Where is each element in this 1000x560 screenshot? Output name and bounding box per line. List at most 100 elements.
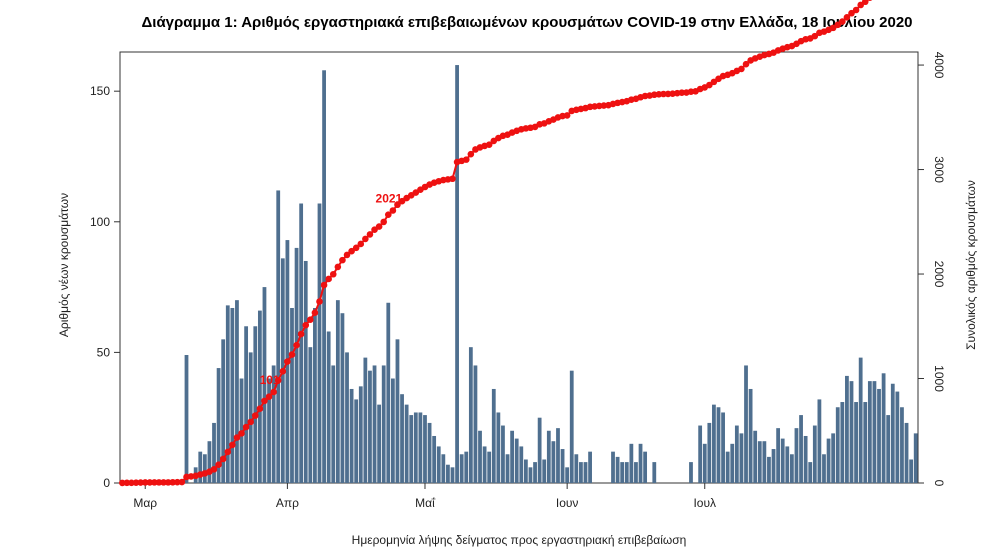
bars-group	[184, 65, 918, 483]
cumulative-point	[251, 412, 259, 419]
bar	[345, 352, 349, 483]
bar	[510, 430, 515, 483]
cumulative-point	[738, 65, 745, 73]
cumulative-point	[485, 141, 493, 148]
bar	[455, 65, 459, 483]
bar	[579, 462, 583, 483]
bar	[560, 449, 565, 483]
cumulative-point	[160, 479, 167, 486]
y2-tick-label: 0	[932, 480, 946, 487]
bar	[244, 326, 249, 483]
cumulative-point	[128, 479, 135, 487]
bar	[698, 425, 703, 483]
bar	[757, 441, 762, 483]
bar	[390, 378, 395, 483]
bar	[400, 394, 404, 483]
cumulative-point	[325, 275, 332, 283]
bar	[689, 462, 693, 483]
cumulative-point	[348, 247, 355, 255]
bar	[271, 365, 276, 483]
bar	[487, 451, 492, 483]
bar	[372, 365, 377, 483]
cumulative-point	[302, 321, 310, 329]
cumulative-point	[219, 455, 227, 463]
bar	[583, 462, 588, 483]
x-tick-label: Μαΐ	[415, 496, 436, 510]
y2-tick-label: 1000	[932, 365, 946, 392]
bar	[537, 417, 542, 483]
bar	[900, 407, 904, 483]
cumulative-point	[247, 418, 255, 426]
cumulative-point	[343, 251, 351, 259]
bar	[386, 302, 391, 483]
bar	[464, 451, 469, 483]
cumulative-point	[843, 14, 851, 21]
x-axis-label: Ημερομηνία λήψης δείγματος προς εργαστηρ…	[352, 533, 687, 547]
bar	[808, 462, 813, 483]
cumulative-point	[449, 175, 456, 183]
bar	[528, 467, 533, 483]
bar	[831, 433, 836, 483]
cumulative-point	[316, 298, 323, 305]
bar	[638, 443, 643, 483]
bar	[331, 365, 336, 483]
y2-tick-label: 4000	[932, 52, 946, 79]
bar	[294, 247, 299, 483]
y-tick-label: 100	[90, 215, 110, 229]
cumulative-point	[178, 478, 186, 486]
bar	[514, 438, 519, 483]
cumulative-point	[861, 0, 869, 6]
bar	[322, 70, 326, 483]
cumulative-point	[132, 479, 140, 486]
cumulative-point	[811, 32, 819, 40]
bar	[588, 451, 592, 483]
cumulative-point	[215, 461, 222, 469]
cumulative-point	[384, 211, 392, 218]
bar	[326, 331, 331, 483]
bar	[615, 456, 620, 483]
cumulative-point	[256, 405, 264, 413]
bar	[872, 381, 877, 483]
cumulative-point	[366, 231, 374, 238]
cumulative-point	[233, 434, 241, 441]
cumulative-point	[563, 112, 571, 119]
y-tick-label: 50	[97, 345, 111, 359]
cumulative-point	[660, 90, 667, 98]
bar	[184, 355, 189, 483]
cumulative-point	[462, 156, 470, 163]
bar	[858, 357, 863, 483]
bar	[812, 425, 817, 483]
bar	[546, 430, 551, 483]
cumulative-point	[238, 430, 245, 437]
bar	[262, 287, 267, 483]
bar	[904, 422, 909, 483]
cumulative-point	[174, 478, 181, 486]
cumulative-point	[375, 223, 383, 230]
plot-frame	[119, 51, 919, 484]
cumulative-point	[169, 478, 177, 486]
bar	[202, 454, 207, 483]
bar	[702, 443, 707, 483]
cumulative-point	[279, 368, 287, 375]
cumulative-point	[852, 6, 860, 14]
bar	[313, 307, 317, 483]
cumulative-point	[339, 256, 346, 264]
bar	[198, 451, 203, 483]
cumulative-point	[137, 479, 144, 486]
bar	[317, 203, 322, 483]
bar	[335, 300, 340, 483]
cumulative-point	[467, 150, 475, 158]
annotations-group: 101 2021 3982	[260, 0, 940, 387]
cumulative-point	[229, 441, 236, 449]
cumulative-point	[261, 397, 268, 405]
bar	[395, 339, 400, 483]
bar	[730, 443, 735, 483]
bar	[207, 441, 212, 483]
bar	[556, 428, 560, 483]
cumulative-point	[141, 479, 149, 486]
cumulative-point	[151, 479, 158, 486]
bar	[794, 428, 799, 483]
cumulative-point	[164, 479, 172, 486]
cumulative-point	[265, 393, 273, 400]
